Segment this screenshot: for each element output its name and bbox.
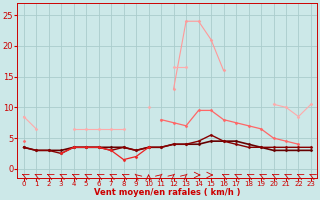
X-axis label: Vent moyen/en rafales ( km/h ): Vent moyen/en rafales ( km/h ) bbox=[94, 188, 241, 197]
